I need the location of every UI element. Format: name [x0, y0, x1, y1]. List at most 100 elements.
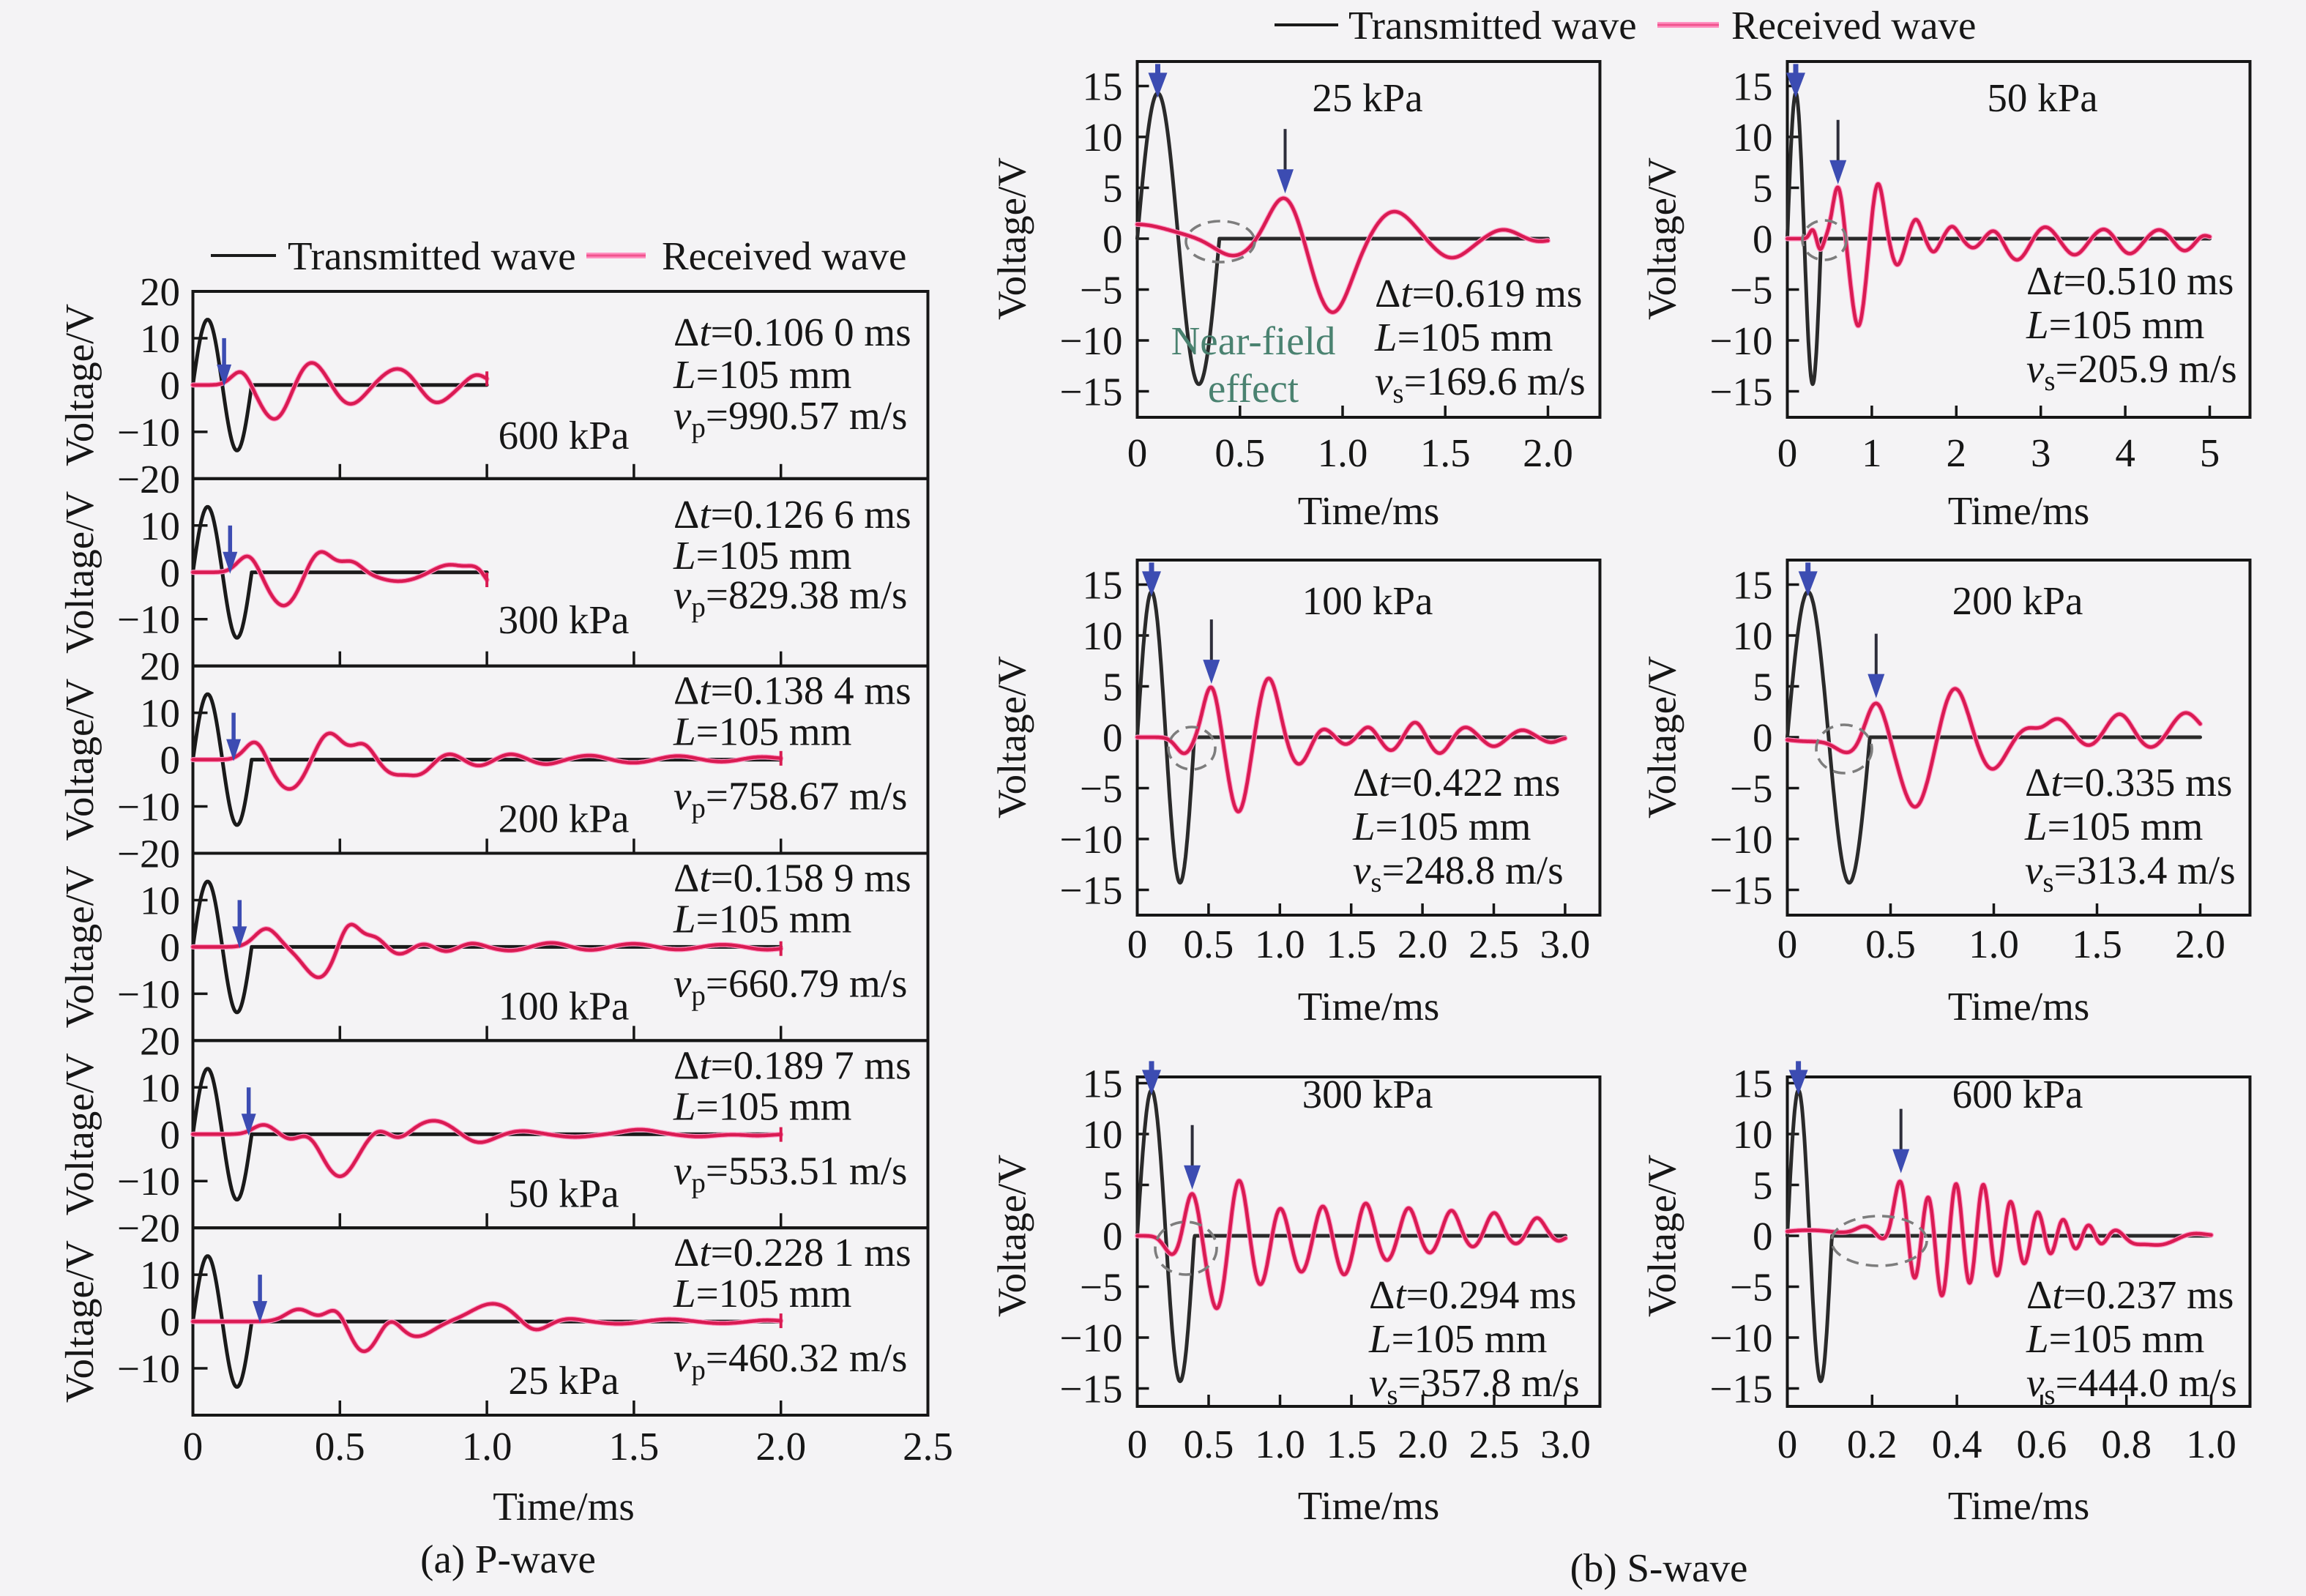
svg-text:−5: −5	[1730, 1265, 1773, 1310]
svg-text:vs=248.8 m/s: vs=248.8 m/s	[1353, 848, 1564, 898]
svg-text:0: 0	[1127, 1422, 1148, 1466]
svg-text:2.5: 2.5	[1469, 1422, 1520, 1466]
svg-text:0: 0	[1127, 430, 1148, 475]
svg-text:Voltage/V: Voltage/V	[990, 1155, 1034, 1317]
svg-text:15: 15	[1733, 1062, 1773, 1106]
svg-text:0: 0	[1102, 1214, 1123, 1258]
svg-text:2.5: 2.5	[903, 1424, 953, 1469]
svg-text:0: 0	[160, 738, 181, 783]
svg-text:−15: −15	[1059, 370, 1122, 414]
svg-text:600 kPa: 600 kPa	[1952, 1072, 2083, 1116]
svg-text:(a) P-wave: (a) P-wave	[420, 1537, 596, 1581]
svg-text:(b) S-wave: (b) S-wave	[1570, 1545, 1748, 1590]
svg-text:50 kPa: 50 kPa	[1987, 75, 2097, 120]
svg-text:300 kPa: 300 kPa	[499, 597, 630, 642]
svg-text:1.5: 1.5	[1420, 430, 1471, 475]
svg-text:Δt=0.126 6 ms: Δt=0.126 6 ms	[673, 492, 911, 537]
svg-text:Δt=0.619 ms: Δt=0.619 ms	[1375, 271, 1582, 316]
svg-text:−5: −5	[1080, 268, 1123, 313]
svg-text:L=105 mm: L=105 mm	[673, 709, 851, 754]
svg-text:L=105 mm: L=105 mm	[2026, 1316, 2204, 1361]
svg-text:10: 10	[1733, 1112, 1773, 1157]
svg-text:Δt=0.138 4 ms: Δt=0.138 4 ms	[673, 668, 911, 713]
svg-text:−10: −10	[1059, 318, 1122, 363]
svg-text:L=105 mm: L=105 mm	[673, 1271, 851, 1316]
svg-text:L=105 mm: L=105 mm	[673, 533, 851, 578]
svg-text:0: 0	[160, 363, 181, 408]
svg-text:−5: −5	[1080, 1265, 1123, 1310]
svg-text:−15: −15	[1709, 1367, 1772, 1412]
svg-text:Δt=0.237 ms: Δt=0.237 ms	[2026, 1272, 2234, 1317]
svg-text:200 kPa: 200 kPa	[1952, 578, 2083, 623]
svg-text:1.0: 1.0	[1318, 430, 1368, 475]
svg-text:Transmitted wave: Transmitted wave	[1348, 3, 1637, 48]
svg-text:vs=313.4 m/s: vs=313.4 m/s	[2025, 848, 2236, 898]
svg-text:5: 5	[1753, 166, 1773, 211]
svg-text:0.2: 0.2	[1847, 1422, 1898, 1466]
svg-text:Voltage/V: Voltage/V	[1640, 157, 1684, 320]
svg-text:5: 5	[1102, 166, 1123, 211]
svg-text:−20: −20	[117, 1206, 180, 1250]
svg-text:Voltage/V: Voltage/V	[1640, 656, 1684, 818]
svg-text:10: 10	[1733, 614, 1773, 658]
svg-text:0: 0	[1102, 217, 1123, 261]
svg-text:0.5: 0.5	[315, 1424, 365, 1469]
svg-text:−10: −10	[1059, 817, 1122, 862]
svg-text:0: 0	[160, 1299, 181, 1344]
svg-text:5: 5	[2200, 430, 2220, 475]
svg-text:1.5: 1.5	[2072, 922, 2122, 966]
svg-text:vp=553.51 m/s: vp=553.51 m/s	[673, 1148, 907, 1198]
svg-text:0.5: 0.5	[1214, 430, 1265, 475]
svg-text:1: 1	[1862, 430, 1882, 475]
svg-text:0: 0	[1753, 715, 1773, 760]
svg-text:Time/ms: Time/ms	[1298, 1483, 1440, 1528]
svg-text:Δt=0.335 ms: Δt=0.335 ms	[2025, 760, 2232, 805]
svg-text:0: 0	[160, 1112, 181, 1157]
svg-text:Voltage/V: Voltage/V	[57, 678, 102, 840]
svg-text:2.0: 2.0	[755, 1424, 806, 1469]
svg-text:2: 2	[1947, 430, 1967, 475]
svg-text:−15: −15	[1709, 370, 1772, 414]
svg-text:−10: −10	[117, 972, 180, 1016]
svg-text:10: 10	[140, 1253, 180, 1297]
svg-text:−10: −10	[1709, 318, 1772, 363]
svg-text:vs=205.9 m/s: vs=205.9 m/s	[2026, 346, 2237, 397]
svg-text:25 kPa: 25 kPa	[508, 1358, 619, 1403]
svg-text:vp=758.67 m/s: vp=758.67 m/s	[673, 774, 907, 824]
svg-text:10: 10	[1733, 115, 1773, 160]
svg-text:Voltage/V: Voltage/V	[57, 491, 102, 654]
svg-text:Received wave: Received wave	[662, 234, 906, 278]
svg-text:3: 3	[2031, 430, 2051, 475]
svg-text:300 kPa: 300 kPa	[1302, 1072, 1433, 1116]
svg-text:5: 5	[1753, 1163, 1773, 1208]
svg-text:0.5: 0.5	[1865, 922, 1916, 966]
svg-text:0: 0	[160, 925, 181, 969]
svg-text:Δt=0.189 7 ms: Δt=0.189 7 ms	[673, 1043, 911, 1087]
svg-text:15: 15	[1083, 64, 1123, 109]
svg-text:10: 10	[1083, 614, 1123, 658]
svg-text:−5: −5	[1730, 767, 1773, 811]
svg-text:−10: −10	[1709, 817, 1772, 862]
svg-text:L=105 mm: L=105 mm	[673, 1084, 851, 1128]
svg-text:2.0: 2.0	[2175, 922, 2225, 966]
svg-text:L=105 mm: L=105 mm	[1368, 1316, 1547, 1361]
svg-text:1.0: 1.0	[1969, 922, 2019, 966]
svg-text:4: 4	[2115, 430, 2135, 475]
svg-text:−5: −5	[1730, 268, 1773, 313]
svg-text:100 kPa: 100 kPa	[499, 984, 630, 1029]
svg-text:2.0: 2.0	[1398, 922, 1448, 966]
svg-text:0: 0	[1777, 1422, 1798, 1466]
svg-text:−10: −10	[117, 1346, 180, 1391]
svg-text:Δt=0.294 ms: Δt=0.294 ms	[1369, 1272, 1576, 1317]
svg-text:Time/ms: Time/ms	[1298, 984, 1440, 1029]
svg-text:L=105 mm: L=105 mm	[2024, 804, 2203, 849]
svg-text:5: 5	[1753, 665, 1773, 709]
svg-text:0: 0	[1753, 1214, 1773, 1258]
svg-text:0: 0	[1777, 922, 1798, 966]
svg-text:Time/ms: Time/ms	[1948, 1483, 2090, 1528]
svg-text:1.5: 1.5	[1326, 1422, 1377, 1466]
svg-text:−15: −15	[1059, 1367, 1122, 1412]
svg-text:10: 10	[1083, 1112, 1123, 1157]
svg-text:L=105 mm: L=105 mm	[1374, 315, 1553, 359]
svg-text:−10: −10	[1709, 1316, 1772, 1360]
